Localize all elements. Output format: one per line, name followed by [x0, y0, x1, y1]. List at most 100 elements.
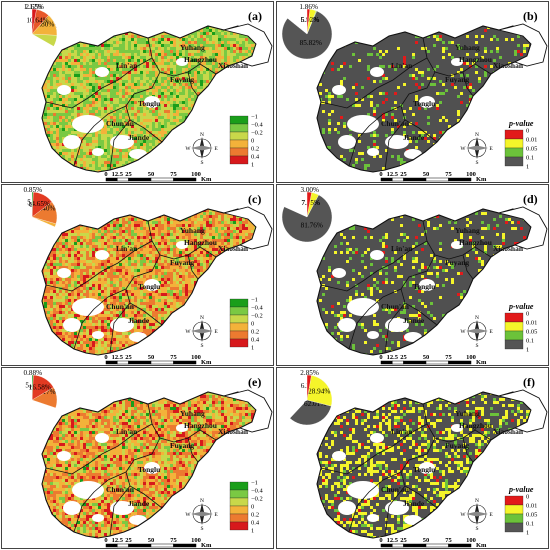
- legend-label: −0.2: [251, 496, 263, 503]
- region-outline: [41, 391, 257, 539]
- xiaoshan-district: [223, 23, 273, 67]
- legend-swatch: [504, 129, 524, 140]
- place-label-hangzhou: Hangzhou: [459, 238, 492, 247]
- no-data-area: [57, 451, 71, 461]
- legend-label: −1: [251, 114, 258, 121]
- place-label-jiande: Jiande: [403, 499, 425, 508]
- no-data-area: [63, 135, 81, 149]
- scale-tick-label: 100: [191, 171, 201, 178]
- legend-label: −0.4: [251, 488, 264, 495]
- county-boundary: [348, 288, 402, 350]
- county-boundary: [109, 485, 131, 537]
- no-data-area: [144, 96, 160, 108]
- place-label-tonglu: Tonglu: [413, 465, 435, 474]
- no-data-area: [110, 501, 134, 515]
- county-boundary: [384, 302, 406, 354]
- map-legend: −1−0.4−0.200.20.41: [229, 297, 264, 352]
- pie-slice-label: 3.00%: [300, 186, 319, 194]
- scale-tick-label: 100: [466, 171, 476, 178]
- scale-tick-label: 25: [400, 171, 407, 178]
- no-data-area: [95, 433, 109, 443]
- legend-label: 0: [251, 138, 254, 145]
- legend-title: p-value: [508, 485, 534, 494]
- no-data-area: [332, 268, 346, 278]
- legend-swatch: [229, 147, 249, 157]
- no-data-area: [347, 115, 379, 133]
- scale-tick-label: 12.5: [112, 537, 124, 544]
- pie-slice-label: 10.64%: [26, 17, 48, 25]
- place-label-linan: Lin'an: [391, 427, 413, 436]
- place-label-fuyang: Fuyang: [170, 258, 194, 267]
- map-panel-b: Lin'an Yuhang Hangzhou Xiaoshan Fuyang Tonglu…: [276, 1, 549, 183]
- legend-swatch: [229, 314, 249, 324]
- svg-text:S: S: [200, 160, 203, 166]
- place-label-chunan: Chun'an: [381, 302, 410, 311]
- svg-text:E: E: [489, 146, 493, 152]
- scale-tick-label: 100: [466, 537, 476, 544]
- legend-label: 0.2: [251, 146, 259, 153]
- scale-tick-label: 0: [104, 537, 107, 544]
- scale-tick-label: 50: [148, 171, 155, 178]
- legend-label: 0.4: [251, 154, 260, 161]
- legend-label: 1: [526, 347, 529, 354]
- legend-label: 1: [251, 528, 254, 535]
- pie-slice: [31, 191, 34, 218]
- no-data-area: [110, 318, 134, 332]
- svg-text:S: S: [475, 160, 478, 166]
- scale-tick-label: 50: [423, 354, 430, 361]
- pie-slice-label: 7.75%: [301, 199, 320, 207]
- legend-swatch: [229, 521, 249, 531]
- no-data-area: [347, 481, 379, 499]
- legend-label: 0.1: [526, 521, 534, 528]
- place-label-linan: Lin'an: [391, 61, 413, 70]
- legend-swatch: [229, 338, 249, 348]
- place-label-linan: Lin'an: [116, 61, 138, 70]
- legend-swatch: [229, 131, 249, 141]
- county-boundary: [187, 437, 199, 463]
- pie-slice-label: 85.82%: [300, 39, 322, 47]
- no-data-area: [451, 58, 463, 66]
- xiaoshan-district: [498, 389, 548, 433]
- panel-label: (b): [523, 9, 538, 23]
- place-label-hangzhou: Hangzhou: [184, 55, 217, 64]
- legend-swatch: [229, 139, 249, 149]
- legend-label: 0.05: [526, 329, 537, 336]
- legend-label: 0.01: [526, 503, 537, 510]
- legend-label: 0: [526, 128, 529, 135]
- pie-slice-label: 23.80%: [32, 20, 54, 28]
- county-boundary: [384, 485, 406, 537]
- scale-tick-label: 25: [125, 537, 132, 544]
- pie-slice-label: 5.92%: [301, 16, 320, 24]
- no-data-area: [129, 515, 147, 525]
- place-label-fuyang: Fuyang: [445, 258, 469, 267]
- place-label-tonglu: Tonglu: [413, 282, 435, 291]
- region-outline: [316, 391, 532, 539]
- legend-swatch: [229, 330, 249, 340]
- scale-tick-label: 25: [125, 354, 132, 361]
- legend-swatch: [229, 513, 249, 523]
- legend-swatch: [229, 298, 249, 308]
- scale-tick-label: 50: [423, 537, 430, 544]
- county-boundary: [45, 423, 153, 475]
- map-panel-e: Lin'an Yuhang Hangzhou Xiaoshan Fuyang Tonglu…: [1, 367, 274, 549]
- county-boundary: [45, 57, 153, 109]
- pie-slice: [31, 8, 37, 35]
- place-label-yuhang: Yuhang: [180, 409, 205, 418]
- legend-label: 0.4: [251, 520, 260, 527]
- scale-tick-label: 12.5: [112, 354, 124, 361]
- county-boundary: [320, 57, 428, 109]
- no-data-area: [385, 135, 409, 149]
- legend-swatch: [229, 155, 249, 165]
- legend-title: p-value: [508, 302, 534, 311]
- xiaoshan-district: [498, 23, 548, 67]
- legend-label: 0.05: [526, 512, 537, 519]
- place-label-yuhang: Yuhang: [180, 43, 205, 52]
- no-data-area: [404, 332, 422, 342]
- no-data-area: [72, 481, 104, 499]
- legend-label: 0.2: [251, 329, 259, 336]
- no-data-area: [419, 279, 435, 291]
